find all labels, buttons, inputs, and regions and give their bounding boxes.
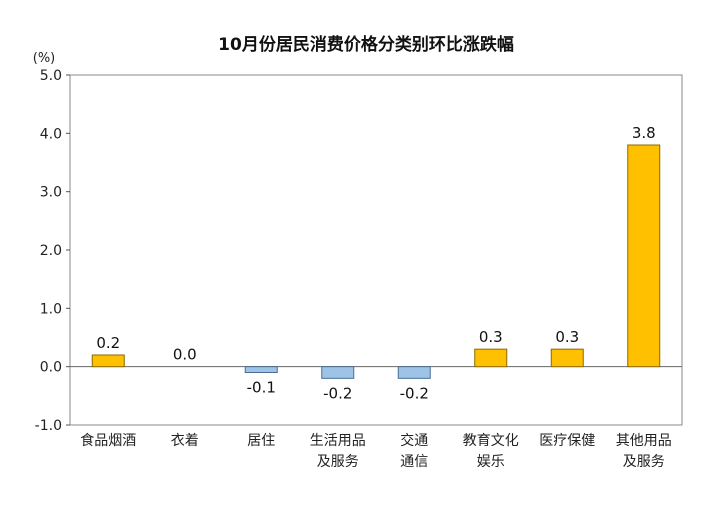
- category-label: 食品烟酒: [80, 432, 136, 449]
- category-label: 衣着: [171, 433, 199, 449]
- data-label: 3.8: [632, 124, 656, 142]
- category-label: 交通: [400, 432, 428, 449]
- category-label: 生活用品: [310, 433, 366, 449]
- y-axis-ticks: 5.0 4.0 3.0 2.0 1.0 0.0 -1.0: [35, 68, 70, 434]
- category-label: 教育文化: [463, 433, 519, 449]
- data-label: 0.3: [555, 328, 579, 346]
- data-label: 0.0: [173, 346, 197, 364]
- data-label: -0.1: [247, 379, 276, 397]
- y-tick-label: 0.0: [40, 360, 62, 376]
- bar: [474, 348, 508, 368]
- category-label: 居住: [247, 433, 275, 449]
- data-label: 0.3: [479, 328, 503, 346]
- bar: [627, 144, 661, 368]
- y-tick-label: 4.0: [40, 126, 62, 142]
- category-label: 及服务: [317, 454, 359, 470]
- category-label: 医疗保健: [539, 433, 595, 449]
- bar: [550, 348, 584, 368]
- category-label: 及服务: [623, 454, 665, 470]
- data-label: -0.2: [323, 384, 352, 402]
- bar: [91, 354, 125, 368]
- bar: [321, 366, 355, 379]
- bar: [397, 366, 431, 379]
- category-label: 通信: [400, 454, 428, 470]
- y-tick-label: 1.0: [40, 301, 62, 317]
- bars: [91, 144, 661, 379]
- category-label: 娱乐: [477, 454, 505, 470]
- data-label: -0.2: [400, 384, 429, 402]
- y-axis-unit-label: (%): [33, 51, 56, 66]
- bar: [244, 366, 278, 373]
- y-tick-label: 5.0: [40, 68, 62, 84]
- data-label: 0.2: [96, 334, 120, 352]
- chart-title: 10月份居民消费价格分类别环比涨跌幅: [218, 34, 514, 55]
- y-tick-label: 2.0: [40, 243, 62, 259]
- y-tick-label: 3.0: [40, 185, 62, 201]
- plot-frame: [69, 74, 683, 426]
- y-tick-label: -1.0: [35, 418, 62, 434]
- data-labels: 0.2 0.0 -0.1 -0.2 -0.2 0.3 0.3 3.8: [96, 124, 655, 402]
- category-label: 其他用品: [616, 433, 672, 449]
